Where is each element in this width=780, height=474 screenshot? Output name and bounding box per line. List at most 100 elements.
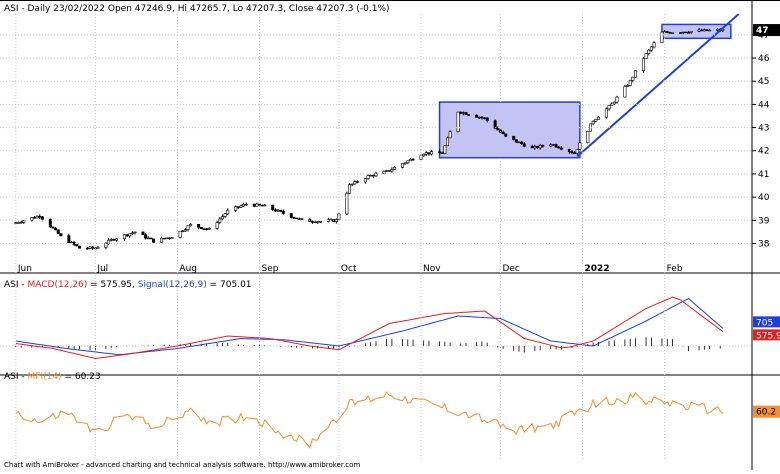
candle	[165, 237, 169, 240]
candle-body	[461, 112, 465, 114]
x-tick-label: Jun	[17, 264, 32, 274]
candle-body	[35, 215, 39, 219]
candle	[242, 202, 246, 207]
x-tick-label: Jul	[96, 264, 108, 274]
candle-body	[252, 203, 256, 207]
candle-body	[493, 120, 497, 129]
signal-value-label: 705	[756, 318, 773, 328]
candle	[205, 227, 209, 231]
candle-body	[475, 114, 479, 118]
footer-credit: Chart with AmiBroker - advanced charting…	[4, 461, 360, 469]
candle	[32, 216, 36, 219]
candle	[125, 233, 129, 238]
candle-body	[483, 117, 487, 119]
candle	[649, 46, 653, 52]
candle	[183, 228, 187, 232]
candle	[318, 220, 322, 224]
candle-body	[363, 178, 367, 183]
candle-body	[130, 232, 134, 235]
candle-body	[504, 133, 508, 137]
x-tick-label: Feb	[667, 264, 683, 274]
macd-pane	[0, 296, 752, 360]
candle-body	[596, 116, 600, 120]
candle-body	[199, 226, 203, 230]
candle	[273, 208, 277, 212]
candle	[512, 135, 516, 141]
candle-body	[115, 238, 119, 241]
mfi-line	[15, 391, 724, 449]
candle-body	[14, 222, 18, 224]
candle	[393, 166, 397, 170]
candle-body	[69, 241, 73, 244]
candle-body	[607, 105, 611, 110]
candle	[75, 244, 79, 247]
y-tick-label: 46	[758, 54, 770, 64]
candle-body	[549, 144, 553, 147]
candle-body	[427, 152, 431, 155]
candle	[178, 230, 182, 239]
candle-body	[679, 32, 683, 34]
candle	[538, 143, 542, 150]
candle	[133, 231, 137, 235]
candle	[144, 233, 148, 240]
last-price-label: 47	[756, 26, 769, 36]
candle-body	[165, 237, 169, 239]
candle	[594, 118, 598, 123]
candle	[644, 53, 648, 60]
candle-body	[234, 206, 238, 211]
mfi-header: ASI - MFI(14) = 60.23	[4, 372, 101, 382]
candle	[366, 174, 370, 180]
candle-body	[48, 219, 52, 228]
x-tick-label: Oct	[341, 264, 357, 274]
candle-body	[530, 145, 534, 149]
candle-body	[400, 163, 404, 168]
candle	[631, 76, 635, 83]
y-tick-label: 38	[758, 239, 770, 249]
candle	[448, 130, 452, 139]
candle	[607, 104, 611, 111]
candle-body	[30, 217, 34, 221]
candle	[387, 170, 391, 172]
candle	[220, 214, 224, 221]
candle	[199, 226, 203, 230]
candle	[337, 213, 341, 221]
candle	[207, 227, 211, 230]
candle	[334, 218, 338, 224]
candle	[115, 237, 119, 242]
signal-value-badge	[753, 316, 780, 328]
candle-body	[337, 213, 341, 220]
candle	[130, 231, 134, 235]
candle-body	[573, 152, 577, 154]
candle	[295, 217, 299, 220]
candle	[223, 212, 227, 218]
candle	[400, 163, 404, 169]
candle	[122, 234, 126, 241]
candle	[170, 237, 174, 239]
candle-body	[665, 31, 669, 33]
candle-body	[403, 162, 407, 165]
candle-body	[557, 146, 561, 149]
candle-body	[38, 215, 42, 218]
candle	[403, 162, 407, 165]
candle-body	[697, 29, 701, 32]
y-tick-label: 40	[758, 193, 770, 203]
candle-body	[411, 158, 415, 161]
candle	[464, 111, 468, 115]
candle	[313, 220, 317, 224]
candle-body	[496, 127, 500, 131]
candle	[289, 213, 293, 219]
candle	[382, 170, 386, 174]
y-tick-label: 44	[758, 100, 770, 110]
candle-body	[623, 86, 627, 98]
candle	[300, 218, 304, 221]
candle-body	[316, 221, 320, 223]
candle-body	[366, 175, 370, 179]
candle	[109, 238, 113, 242]
candle-body	[551, 144, 555, 146]
candle	[612, 101, 616, 105]
last-price-badge	[753, 24, 780, 37]
candle-body	[393, 167, 397, 170]
candle-body	[512, 135, 516, 140]
macd-value-label: 575.95	[756, 331, 780, 341]
